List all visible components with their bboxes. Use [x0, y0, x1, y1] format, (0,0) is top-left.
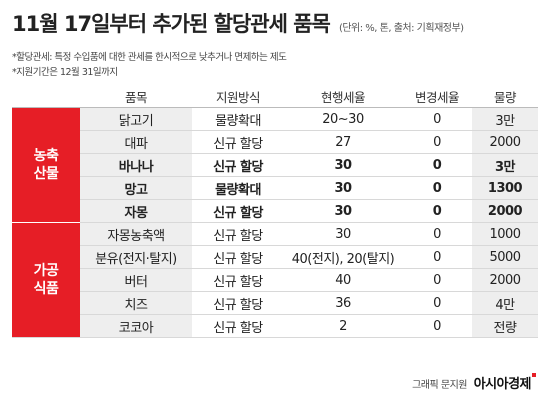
cell-method: 물량확대 — [192, 176, 284, 200]
cell-quantity: 2000 — [472, 130, 538, 154]
cell-item: 닭고기 — [80, 107, 192, 131]
cell-current-rate: 30 — [284, 199, 402, 223]
cell-current-rate: 20~30 — [284, 107, 402, 131]
header-quantity: 물량 — [472, 86, 538, 108]
table-row: 치즈 신규 할당 36 0 4만 — [12, 291, 538, 315]
table-row: 바나나 신규 할당 30 0 3만 — [12, 153, 538, 177]
cell-item: 망고 — [80, 176, 192, 200]
group-label: 가공 식품 — [12, 222, 80, 338]
cell-current-rate: 30 — [284, 176, 402, 200]
table-row: 망고 물량확대 30 0 1300 — [12, 176, 538, 200]
table-row: 대파 신규 할당 27 0 2000 — [12, 130, 538, 154]
table-row: 가공 식품 자몽농축액 신규 할당 30 0 1000 — [12, 222, 538, 338]
cell-changed-rate: 0 — [402, 291, 472, 315]
cell-quantity: 4만 — [472, 291, 538, 315]
brand-mark-icon — [532, 373, 536, 377]
cell-item: 자몽농축액 — [80, 222, 192, 246]
cell-quantity: 3만 — [472, 107, 538, 131]
tariff-table: 품목 지원방식 현행세율 변경세율 물량 농축 산물 닭고기 물량확대 20~30 0 3… — [12, 86, 538, 338]
cell-quantity: 1300 — [472, 176, 538, 200]
cell-current-rate: 30 — [284, 222, 402, 246]
table-row: 코코아 신규 할당 2 0 전량 — [12, 314, 538, 338]
table-body: 농축 산물 닭고기 물량확대 20~30 0 3만 대파 신규 할당 27 0 2000 바나나 신규 … — [12, 107, 538, 338]
cell-method: 신규 할당 — [192, 245, 284, 269]
cell-changed-rate: 0 — [402, 107, 472, 131]
header-changed-rate: 변경세율 — [402, 86, 472, 108]
table-row: 농축 산물 닭고기 물량확대 20~30 0 3만 — [12, 107, 538, 223]
cell-current-rate: 27 — [284, 130, 402, 154]
cell-quantity: 2000 — [472, 268, 538, 292]
note-period: *지원기간은 12월 31일까지 — [12, 67, 118, 78]
cell-changed-rate: 0 — [402, 268, 472, 292]
cell-item: 바나나 — [80, 153, 192, 177]
brand-logo: 아시아경제 — [473, 377, 532, 392]
note-definition: *할당관세: 특정 수입품에 대한 관세를 한시적으로 낮추거나 면제하는 제도 — [12, 52, 287, 63]
cell-method: 신규 할당 — [192, 291, 284, 315]
cell-current-rate: 40(전지), 20(탈지) — [284, 245, 402, 269]
table-row: 버터 신규 할당 40 0 2000 — [12, 268, 538, 292]
cell-changed-rate: 0 — [402, 130, 472, 154]
cell-changed-rate: 0 — [402, 199, 472, 223]
cell-item: 대파 — [80, 130, 192, 154]
cell-current-rate: 2 — [284, 314, 402, 338]
cell-method: 물량확대 — [192, 107, 284, 131]
cell-item: 치즈 — [80, 291, 192, 315]
cell-method: 신규 할당 — [192, 268, 284, 292]
table-header-row: 품목 지원방식 현행세율 변경세율 물량 — [12, 86, 538, 108]
table-row: 분유(전지·탈지) 신규 할당 40(전지), 20(탈지) 0 5000 — [12, 245, 538, 269]
cell-item: 버터 — [80, 268, 192, 292]
header-method: 지원방식 — [192, 86, 284, 108]
header-blank — [12, 86, 80, 108]
credit: 그래픽 문지원 아시아경제 — [412, 373, 536, 392]
cell-quantity: 전량 — [472, 314, 538, 338]
cell-quantity: 5000 — [472, 245, 538, 269]
header-current-rate: 현행세율 — [284, 86, 402, 108]
notes: *할당관세: 특정 수입품에 대한 관세를 한시적으로 낮추거나 면제하는 제도… — [12, 50, 287, 80]
cell-method: 신규 할당 — [192, 153, 284, 177]
cell-method: 신규 할당 — [192, 199, 284, 223]
cell-changed-rate: 0 — [402, 222, 472, 246]
cell-item: 코코아 — [80, 314, 192, 338]
cell-method: 신규 할당 — [192, 222, 284, 246]
credit-text: 그래픽 문지원 — [412, 380, 467, 391]
table-row: 자몽 신규 할당 30 0 2000 — [12, 199, 538, 223]
cell-current-rate: 40 — [284, 268, 402, 292]
cell-item: 분유(전지·탈지) — [80, 245, 192, 269]
cell-changed-rate: 0 — [402, 176, 472, 200]
cell-method: 신규 할당 — [192, 130, 284, 154]
header-item: 품목 — [80, 86, 192, 108]
cell-current-rate: 30 — [284, 153, 402, 177]
unit-note: (단위: %, 톤, 출처: 기획재정부) — [338, 23, 464, 34]
group-label: 농축 산물 — [12, 107, 80, 223]
page-title: 11월 17일부터 추가된 할당관세 품목 — [12, 12, 331, 36]
cell-method: 신규 할당 — [192, 314, 284, 338]
cell-current-rate: 36 — [284, 291, 402, 315]
cell-quantity: 3만 — [472, 153, 538, 177]
cell-quantity: 2000 — [472, 199, 538, 223]
cell-item: 자몽 — [80, 199, 192, 223]
header: 11월 17일부터 추가된 할당관세 품목 (단위: %, 톤, 출처: 기획재… — [12, 8, 542, 38]
cell-changed-rate: 0 — [402, 314, 472, 338]
cell-changed-rate: 0 — [402, 153, 472, 177]
cell-changed-rate: 0 — [402, 245, 472, 269]
cell-quantity: 1000 — [472, 222, 538, 246]
